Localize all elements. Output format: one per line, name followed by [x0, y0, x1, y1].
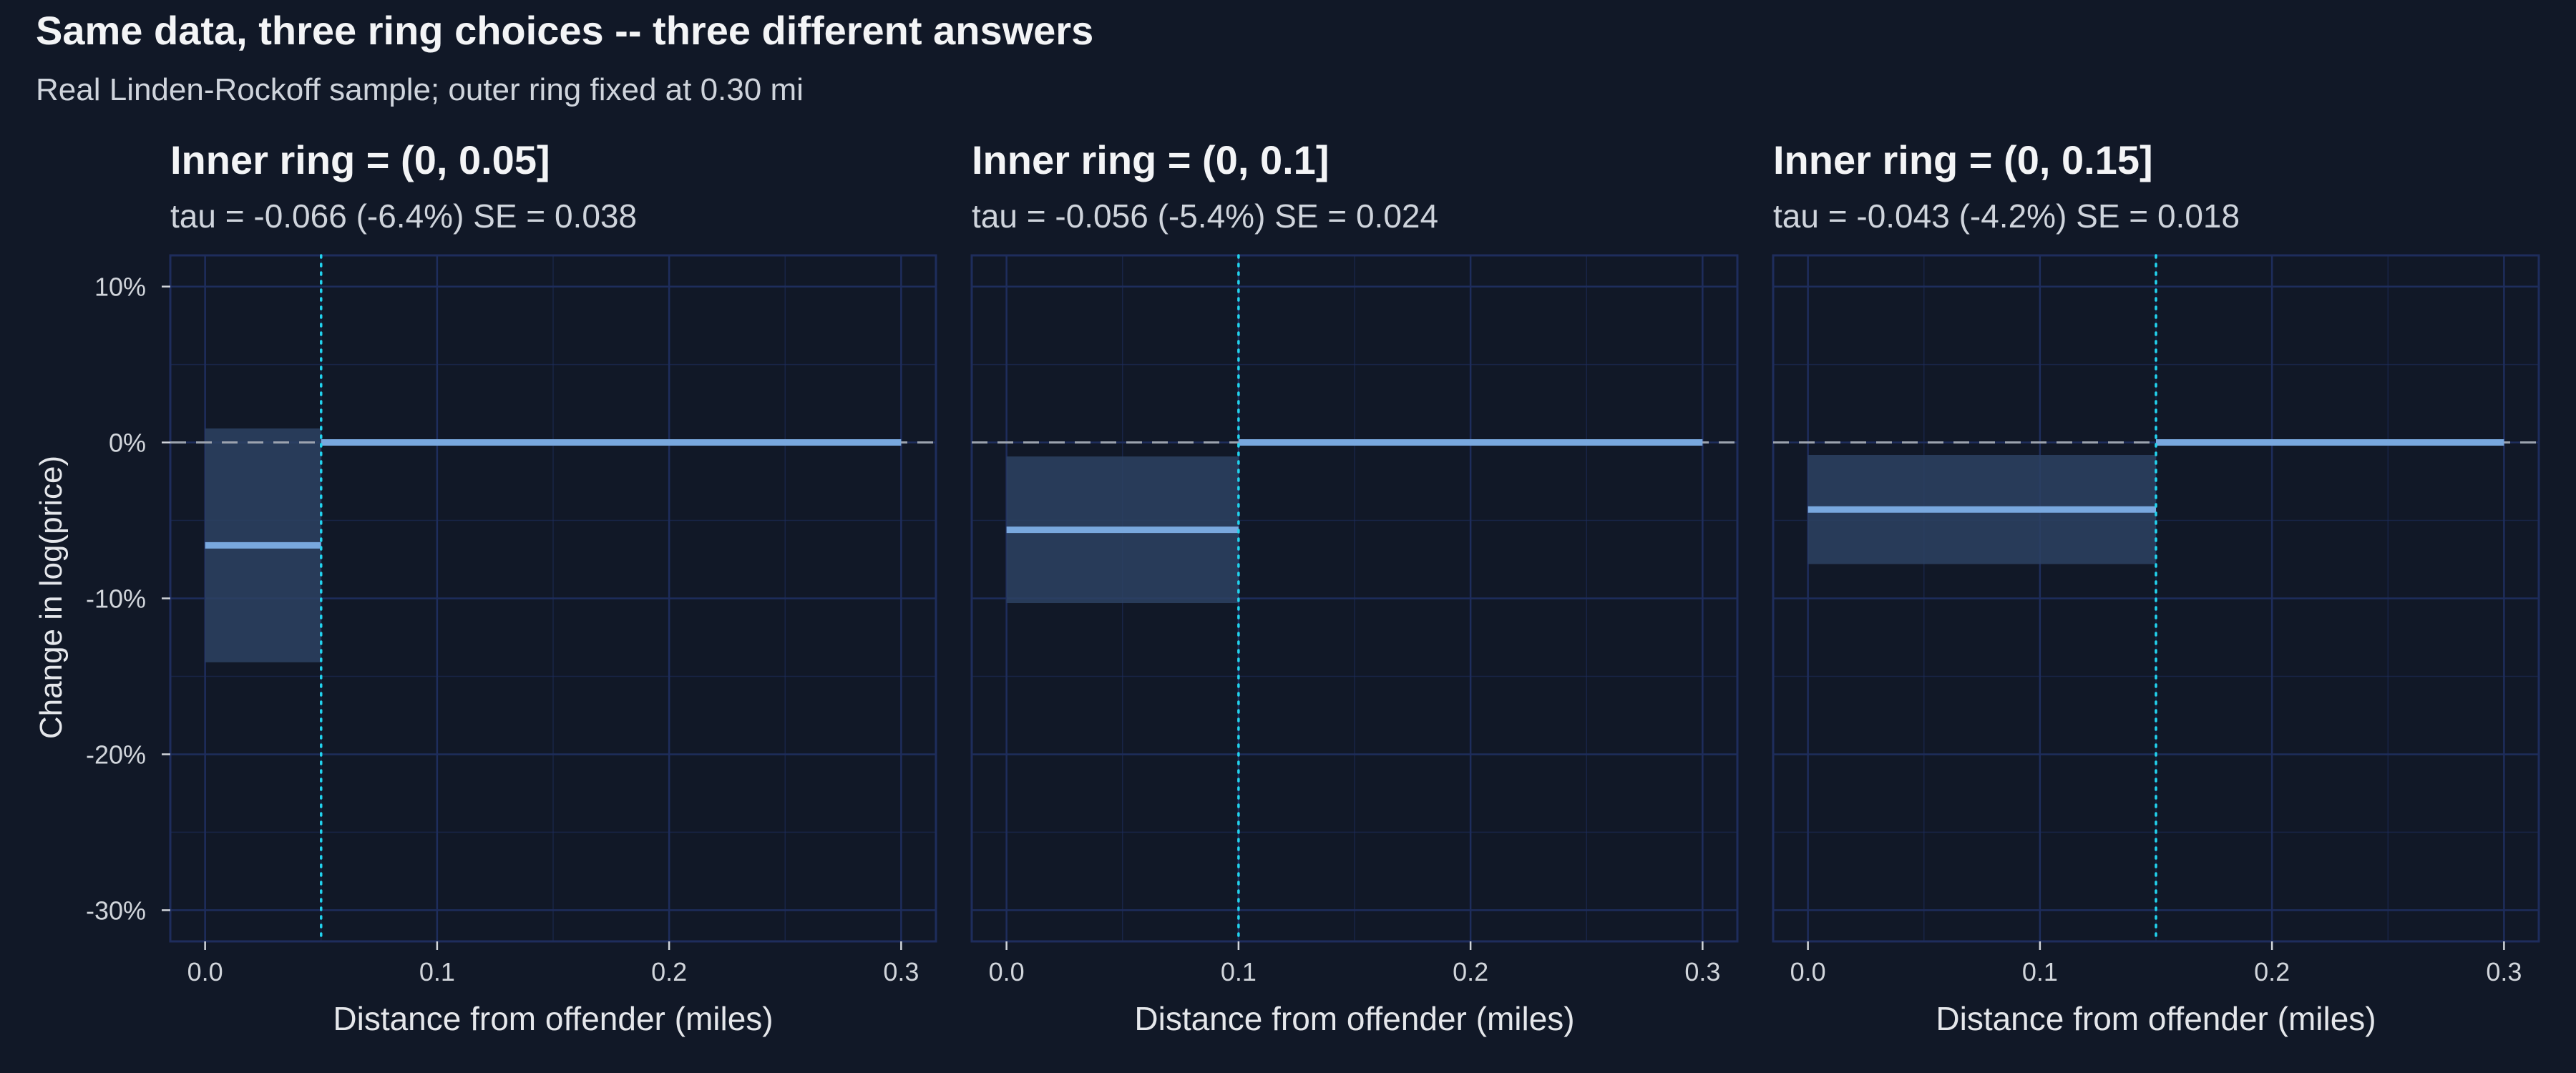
x-axis-label: Distance from offender (miles): [1134, 1000, 1574, 1037]
panel-title: Inner ring = (0, 0.1]: [972, 137, 1329, 182]
y-axis-label: Change in log(price): [34, 456, 69, 739]
x-tick-label: 0.3: [883, 957, 919, 986]
chart-subtitle: Real Linden-Rockoff sample; outer ring f…: [36, 72, 804, 107]
panel-title: Inner ring = (0, 0.15]: [1773, 137, 2153, 182]
x-tick-label: 0.0: [989, 957, 1025, 986]
y-tick-label: -10%: [86, 584, 146, 614]
x-tick-label: 0.2: [1453, 957, 1488, 986]
panel-1: Inner ring = (0, 0.05] tau = -0.066 (-6.4…: [86, 137, 937, 1037]
panel-subtitle: tau = -0.066 (-6.4%) SE = 0.038: [170, 197, 637, 235]
y-tick-label: 0%: [109, 428, 146, 458]
x-tick-label: 0.0: [187, 957, 223, 986]
x-axis-label: Distance from offender (miles): [333, 1000, 773, 1037]
panel-title: Inner ring = (0, 0.05]: [170, 137, 550, 182]
chart-title: Same data, three ring choices -- three d…: [36, 8, 1093, 53]
x-tick-label: 0.1: [2022, 957, 2058, 986]
panel-3: Inner ring = (0, 0.15] tau = -0.043 (-4.2…: [1772, 137, 2540, 1037]
y-tick-label: -20%: [86, 740, 146, 769]
panel-border: [970, 254, 1739, 943]
panel-subtitle: tau = -0.043 (-4.2%) SE = 0.018: [1773, 197, 2240, 235]
panel-subtitle: tau = -0.056 (-5.4%) SE = 0.024: [972, 197, 1438, 235]
x-tick-label: 0.1: [419, 957, 455, 986]
panels: Inner ring = (0, 0.05] tau = -0.066 (-6.4…: [86, 137, 2540, 1037]
x-tick-label: 0.3: [2486, 957, 2522, 986]
x-tick-label: 0.2: [2254, 957, 2290, 986]
x-tick-label: 0.0: [1790, 957, 1826, 986]
x-tick-label: 0.1: [1221, 957, 1257, 986]
y-tick-label: -30%: [86, 896, 146, 925]
x-axis-label: Distance from offender (miles): [1936, 1000, 2376, 1037]
panel-2: Inner ring = (0, 0.1] tau = -0.056 (-5.4%…: [970, 137, 1739, 1037]
y-tick-label: 10%: [94, 273, 146, 302]
x-tick-label: 0.2: [651, 957, 687, 986]
x-tick-label: 0.3: [1684, 957, 1720, 986]
